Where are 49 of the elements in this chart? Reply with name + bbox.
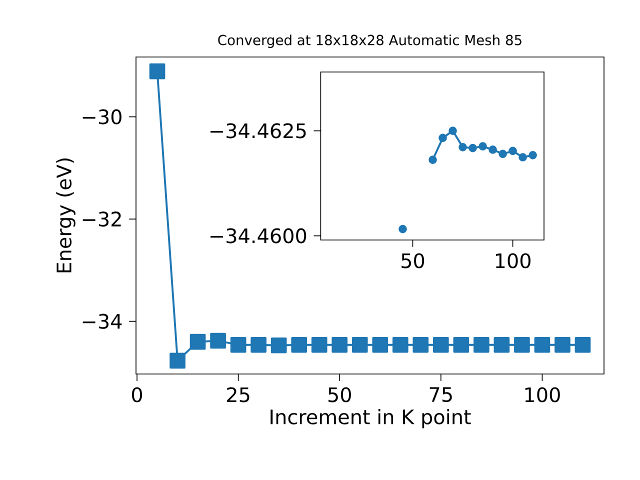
chart-title: Converged at 18x18x28 Automatic Mesh 85	[218, 34, 522, 48]
x-tick-label: 50	[328, 387, 351, 402]
x-tick-label: 0	[132, 387, 142, 402]
point	[170, 352, 186, 369]
y-tick-label: −34.4625	[210, 123, 306, 138]
point	[332, 336, 348, 353]
x-tick-label: 50	[402, 253, 424, 268]
x-tick-label: 75	[430, 387, 452, 402]
point	[398, 224, 407, 234]
point	[498, 150, 507, 158]
point	[528, 150, 537, 160]
y-tick-label: −34.4600	[210, 228, 306, 244]
point	[149, 63, 166, 80]
point	[412, 336, 429, 353]
point	[210, 332, 226, 349]
point	[432, 336, 449, 353]
point	[478, 142, 487, 151]
point	[291, 336, 308, 353]
y-axis-title: Energy (eV)	[56, 158, 76, 272]
point	[518, 153, 527, 162]
point	[438, 134, 447, 142]
point	[514, 336, 530, 353]
y-tick-label: −34	[82, 314, 122, 329]
x-tick-label: 100	[525, 387, 560, 402]
point	[468, 144, 477, 152]
point	[392, 336, 408, 353]
point	[453, 336, 470, 353]
point	[448, 126, 457, 135]
point	[428, 156, 437, 164]
point	[270, 337, 287, 354]
x-axis-title: Increment in K point	[270, 409, 471, 428]
point	[488, 146, 497, 154]
x-tick-label: 100	[496, 253, 530, 268]
point	[554, 336, 570, 353]
point	[352, 336, 368, 353]
point	[230, 336, 246, 353]
y-tick-label: −30	[82, 109, 122, 124]
point	[458, 143, 467, 152]
point	[508, 146, 517, 156]
point	[372, 336, 388, 353]
point	[494, 336, 510, 353]
x-tick-label: 25	[227, 387, 250, 402]
y-tick-label: −32	[82, 212, 121, 227]
point	[311, 336, 328, 353]
point	[574, 336, 591, 353]
point	[250, 336, 266, 353]
point	[474, 336, 490, 353]
point	[534, 336, 550, 353]
point	[190, 334, 206, 350]
